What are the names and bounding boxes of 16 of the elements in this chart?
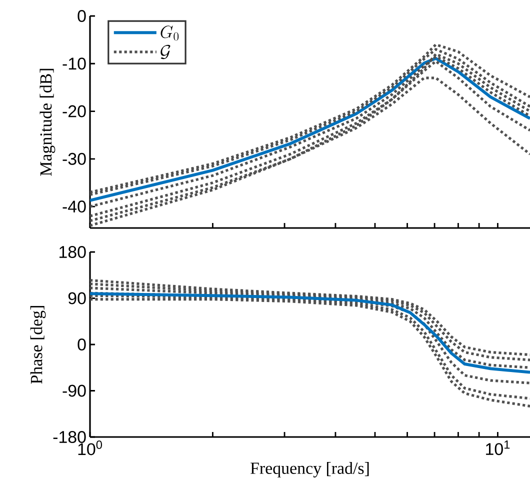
x-axis-title: Frequency [rad/s] <box>250 462 369 478</box>
y-tick-label: -30 <box>62 152 86 165</box>
y-tick-label: 180 <box>60 246 86 258</box>
y-tick-label: -90 <box>62 384 86 397</box>
y-axis-title: Magnitude [dB] <box>40 68 56 176</box>
legend-label: $G_0$ <box>160 26 179 41</box>
x-tick-label: 10$^{1}$ <box>486 440 510 456</box>
y-tick-label: 0 <box>78 10 86 22</box>
y-tick-label: -20 <box>62 105 86 118</box>
y-tick-label: 0 <box>78 338 86 351</box>
y-tick-label: -10 <box>62 58 86 70</box>
y-tick-label: 90 <box>68 292 86 304</box>
legend-label: $\mathcal{G}$ <box>160 44 170 60</box>
y-axis-title: Phase [deg] <box>30 306 46 384</box>
y-tick-label: -40 <box>62 200 86 213</box>
y-tick-label: -180 <box>53 431 86 443</box>
